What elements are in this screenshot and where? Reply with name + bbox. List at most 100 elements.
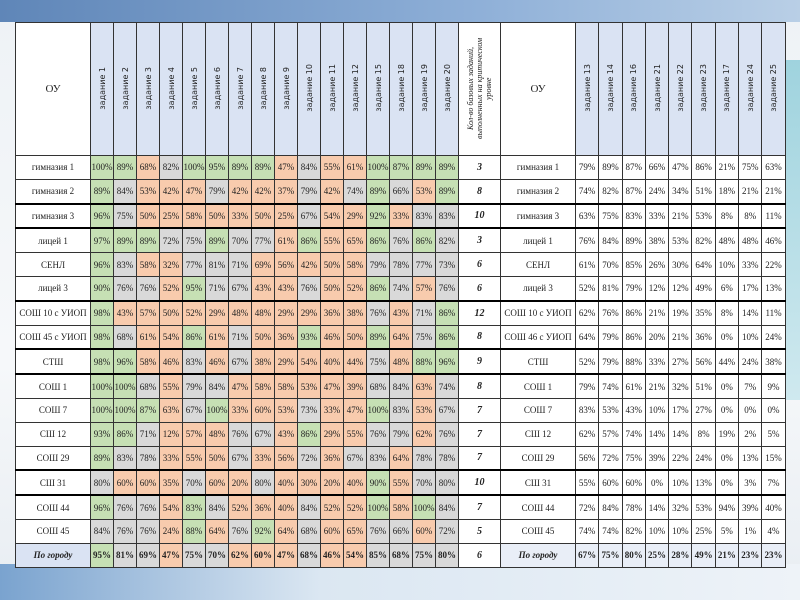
percent-cell: 96% [435, 348, 459, 375]
percent-cell: 14% [738, 299, 763, 326]
percent-cell: 40% [343, 469, 367, 496]
percent-cell: 49% [691, 275, 716, 302]
task-column-header: задание 4 [159, 22, 183, 156]
percent-cell: 52% [320, 494, 344, 520]
percent-cell: 19% [668, 299, 693, 326]
percent-cell: 53% [297, 373, 321, 399]
percent-cell: 58% [343, 252, 367, 277]
percent-cell: 89% [621, 227, 646, 254]
percent-cell: 100% [90, 373, 114, 399]
critical-count-cell: 5 [458, 518, 501, 544]
percent-cell: 38% [251, 348, 275, 375]
critical-count-cell: 12 [458, 299, 501, 326]
table-row: гимназия 3 63% 75% 83% 33% 21% 53% 8% 8% 11% [500, 202, 786, 229]
percent-cell: 50% [251, 202, 275, 229]
percent-cell: 83% [435, 202, 459, 229]
percent-cell: 100% [90, 155, 114, 180]
school-name: СОШ 46 с УИОП [500, 324, 576, 350]
percent-cell: 70% [205, 542, 229, 568]
percent-cell: 55% [159, 373, 183, 399]
percent-cell: 21% [761, 178, 786, 205]
table-row: СОШ 45 74% 74% 82% 10% 10% 25% 5% 1% 4% [500, 518, 786, 544]
percent-cell: 56% [274, 445, 298, 471]
percent-cell: 49% [691, 542, 716, 568]
table-row: СОШ 10 с УИОП 98% 43% 57% 50% 52% 29% 48% 48% 29%… [15, 299, 501, 326]
percent-cell: 89% [136, 227, 160, 254]
percent-cell: 86% [366, 227, 390, 254]
percent-cell: 74% [389, 275, 413, 302]
percent-cell: 51% [691, 178, 716, 205]
percent-cell: 85% [621, 252, 646, 277]
critical-count-header: Кол-во базовых заданий, выполненных на к… [458, 22, 501, 156]
percent-cell: 0% [714, 397, 740, 423]
task-column-header: задание 13 [574, 22, 600, 156]
task-column-header: задание 15 [366, 22, 390, 156]
percent-cell: 47% [159, 542, 183, 568]
percent-cell: 75% [598, 202, 623, 229]
school-name: СОШ 44 [500, 494, 576, 520]
school-name: лицей 3 [15, 275, 91, 302]
percent-cell: 20% [644, 324, 670, 350]
percent-cell: 55% [320, 155, 344, 180]
table-row: СТШ 52% 79% 88% 33% 27% 56% 44% 24% 38% [500, 348, 786, 375]
percent-cell: 53% [691, 494, 716, 520]
school-name: лицей 1 [15, 227, 91, 254]
percent-cell: 89% [205, 227, 229, 254]
percent-cell: 24% [761, 324, 786, 350]
percent-cell: 83% [113, 445, 137, 471]
critical-count-cell: 10 [458, 202, 501, 229]
school-name: СШ 31 [500, 469, 576, 496]
percent-cell: 52% [343, 275, 367, 302]
percent-cell: 76% [136, 275, 160, 302]
task-header-label: задание 24 [745, 64, 755, 112]
percent-cell: 88% [182, 518, 206, 544]
percent-cell: 52% [574, 348, 600, 375]
percent-cell: 50% [159, 299, 183, 326]
school-name: СТШ [500, 348, 576, 375]
percent-cell: 3% [738, 469, 763, 496]
percent-cell: 7% [761, 469, 786, 496]
percent-cell: 11% [761, 202, 786, 229]
percent-cell: 80% [435, 469, 459, 496]
percent-cell: 89% [598, 155, 623, 180]
percent-cell: 88% [412, 348, 436, 375]
percent-cell: 0% [761, 397, 786, 423]
percent-cell: 83% [621, 202, 646, 229]
percent-cell: 54% [159, 494, 183, 520]
table-row: лицей 3 90% 76% 76% 52% 95% 71% 67% 43% 43% 76% 50%… [15, 275, 501, 302]
percent-cell: 1% [738, 518, 763, 544]
task-header-label: задание 9 [281, 66, 291, 110]
percent-cell: 98% [90, 348, 114, 375]
percent-cell: 55% [343, 421, 367, 447]
percent-cell: 56% [574, 445, 600, 471]
task-header-label: задание 21 [652, 64, 662, 112]
percent-cell: 76% [228, 421, 252, 447]
task-column-header: задание 20 [435, 22, 459, 156]
percent-cell: 30% [668, 252, 693, 277]
percent-cell: 83% [366, 445, 390, 471]
percent-cell: 43% [621, 397, 646, 423]
percent-cell: 58% [182, 202, 206, 229]
percent-cell: 57% [136, 299, 160, 326]
percent-cell: 13% [761, 275, 786, 302]
percent-cell: 83% [182, 348, 206, 375]
ou-column-header: ОУ [15, 22, 91, 156]
percent-cell: 84% [435, 494, 459, 520]
percent-cell: 81% [113, 542, 137, 568]
task-header-label: задание 19 [419, 64, 429, 112]
percent-cell: 76% [136, 494, 160, 520]
percent-cell: 71% [228, 324, 252, 350]
percent-cell: 86% [621, 299, 646, 326]
percent-cell: 0% [644, 469, 670, 496]
percent-cell: 65% [343, 227, 367, 254]
percent-cell: 84% [297, 494, 321, 520]
percent-cell: 68% [113, 324, 137, 350]
percent-cell: 20% [320, 469, 344, 496]
percent-cell: 64% [274, 518, 298, 544]
percent-cell: 87% [621, 178, 646, 205]
percent-cell: 86% [182, 324, 206, 350]
percent-cell: 64% [389, 324, 413, 350]
percent-cell: 76% [366, 299, 390, 326]
percent-cell: 24% [691, 445, 716, 471]
percent-cell: 66% [389, 178, 413, 205]
